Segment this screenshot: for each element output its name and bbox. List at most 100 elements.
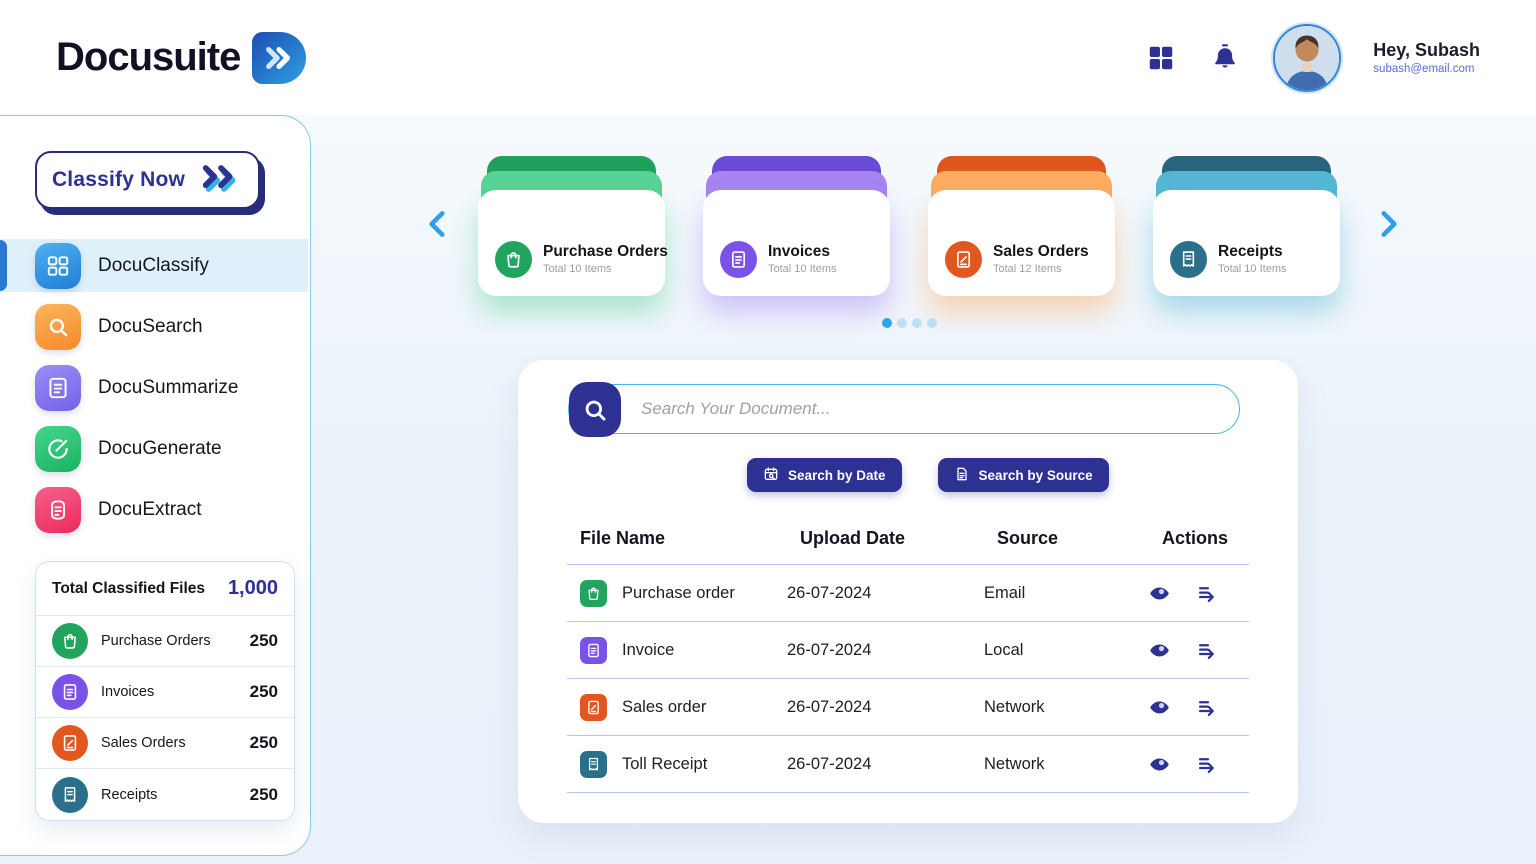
actions-cell [1149,697,1218,718]
forward-lines-icon[interactable] [1197,754,1218,775]
chevron-left-icon[interactable] [420,207,456,243]
sidebar-nav: DocuClassify DocuSearch DocuSummarize DocuG… [0,239,308,544]
forward-lines-icon[interactable] [1197,583,1218,604]
user-greeting: Hey, Subash [1373,40,1480,61]
logo-text: Docusuite [56,35,241,79]
contract-doc-icon [52,725,88,761]
classify-now-button[interactable]: Classify Now [35,151,260,209]
stat-row: Invoices 250 [36,667,294,718]
search-input[interactable] [639,386,1223,432]
file-cell: Toll Receipt [580,750,787,778]
category-card[interactable]: Invoices Total 10 Items [703,156,890,296]
table-row: Toll Receipt 26-07-2024 Network [567,735,1249,792]
bag-icon [52,623,88,659]
filter-button-label: Search by Source [978,467,1093,483]
search-icon [569,382,621,437]
app-header: Docusuite Hey, Subash subash@email.com [0,0,1536,115]
user-email: subash@email.com [1373,62,1475,75]
apps-grid-icon[interactable] [1145,42,1177,74]
invoice-doc-icon [580,636,607,664]
stat-label: Purchase Orders [101,633,211,649]
header-actions: Hey, Subash subash@email.com [1145,23,1480,92]
bell-icon[interactable] [1209,42,1241,74]
invoice-doc-icon [52,674,88,710]
sidebar-item-label: DocuGenerate [98,437,222,459]
category-card[interactable]: Receipts Total 10 Items [1153,156,1340,296]
stat-row: Sales Orders 250 [36,718,294,769]
extract-doc-icon [35,486,81,533]
sidebar-item-label: DocuExtract [98,498,202,520]
user-meta: Hey, Subash subash@email.com [1373,39,1480,76]
file-name: Sales order [622,697,707,716]
stat-row: Purchase Orders 250 [36,616,294,667]
forward-lines-icon[interactable] [1197,697,1218,718]
category-cards: Purchase Orders Total 10 Items Invoices … [478,156,1340,296]
file-name: Invoice [622,640,675,659]
sidebar-item-docuextract[interactable]: DocuExtract [0,483,308,536]
card-face: Purchase Orders Total 10 Items [478,190,668,296]
sidebar-item-docusummarize[interactable]: DocuSummarize [0,361,308,414]
contract-doc-icon [945,240,982,278]
sidebar-item-docuclassify[interactable]: DocuClassify [0,239,308,292]
sidebar-item-label: DocuSummarize [98,376,239,398]
user-avatar[interactable] [1273,23,1342,92]
category-card[interactable]: Sales Orders Total 12 Items [928,156,1115,296]
table-header: File Name Upload Date Source Actions [567,520,1249,564]
eye-icon[interactable] [1149,754,1170,775]
filter-button-label: Search by Date [788,467,886,483]
sidebar-item-label: DocuSearch [98,315,203,337]
classified-files-total: 1,000 [227,577,278,599]
stat-row: Receipts 250 [36,769,294,820]
search-by-date-button[interactable]: Search by Date [747,458,902,492]
forward-lines-icon[interactable] [1197,640,1218,661]
upload-date: 26-07-2024 [787,754,872,773]
search-by-source-button[interactable]: Search by Source [937,458,1109,492]
source: Email [984,583,1026,602]
eye-icon[interactable] [1149,640,1170,661]
upload-date: 26-07-2024 [787,697,872,716]
card-subtitle: Total 10 Items [543,262,612,275]
file-cell: Invoice [580,636,787,664]
contract-doc-icon [580,693,607,721]
actions-cell [1149,583,1218,604]
search-bar [568,382,1240,437]
carousel-dots [882,318,937,328]
generate-compose-icon [35,425,81,472]
card-title: Invoices [768,242,831,260]
card-subtitle: Total 12 Items [993,262,1062,275]
carousel-dot[interactable] [882,318,892,328]
eye-icon[interactable] [1149,583,1170,604]
card-subtitle: Total 10 Items [1218,262,1287,275]
search-icon [35,303,81,350]
actions-cell [1149,640,1218,661]
calendar-search-icon [763,466,779,485]
carousel-dot[interactable] [897,318,907,328]
classified-files-rows: Purchase Orders 250 Invoices 250 Sales Order… [36,616,294,820]
documents-panel: Search by Date Search by Source File Name… [518,360,1298,823]
carousel-dot[interactable] [912,318,922,328]
receipt-icon [1170,240,1207,278]
chevron-right-icon[interactable] [1370,207,1406,243]
column-header: File Name [580,528,666,548]
actions-cell [1149,754,1218,775]
eye-icon[interactable] [1149,697,1170,718]
sidebar-item-docugenerate[interactable]: DocuGenerate [0,422,308,475]
category-card[interactable]: Purchase Orders Total 10 Items [478,156,668,296]
receipt-icon [580,750,607,778]
card-face: Invoices Total 10 Items [703,190,890,296]
file-cell: Sales order [580,693,787,721]
classified-files-title: Total Classified Files [52,579,206,597]
card-face: Sales Orders Total 12 Items [928,190,1115,296]
source: Network [984,754,1045,773]
upload-date: 26-07-2024 [787,583,872,602]
bag-icon [495,240,532,278]
classify-now-label: Classify Now [51,168,186,191]
card-face: Receipts Total 10 Items [1153,190,1340,296]
sidebar-item-label: DocuClassify [98,254,209,276]
carousel-dot[interactable] [927,318,937,328]
documents-table: File Name Upload Date Source Actions Purcha… [567,520,1249,793]
source: Network [984,697,1045,716]
upload-date: 26-07-2024 [787,640,872,659]
sidebar-item-docusearch[interactable]: DocuSearch [0,300,308,353]
